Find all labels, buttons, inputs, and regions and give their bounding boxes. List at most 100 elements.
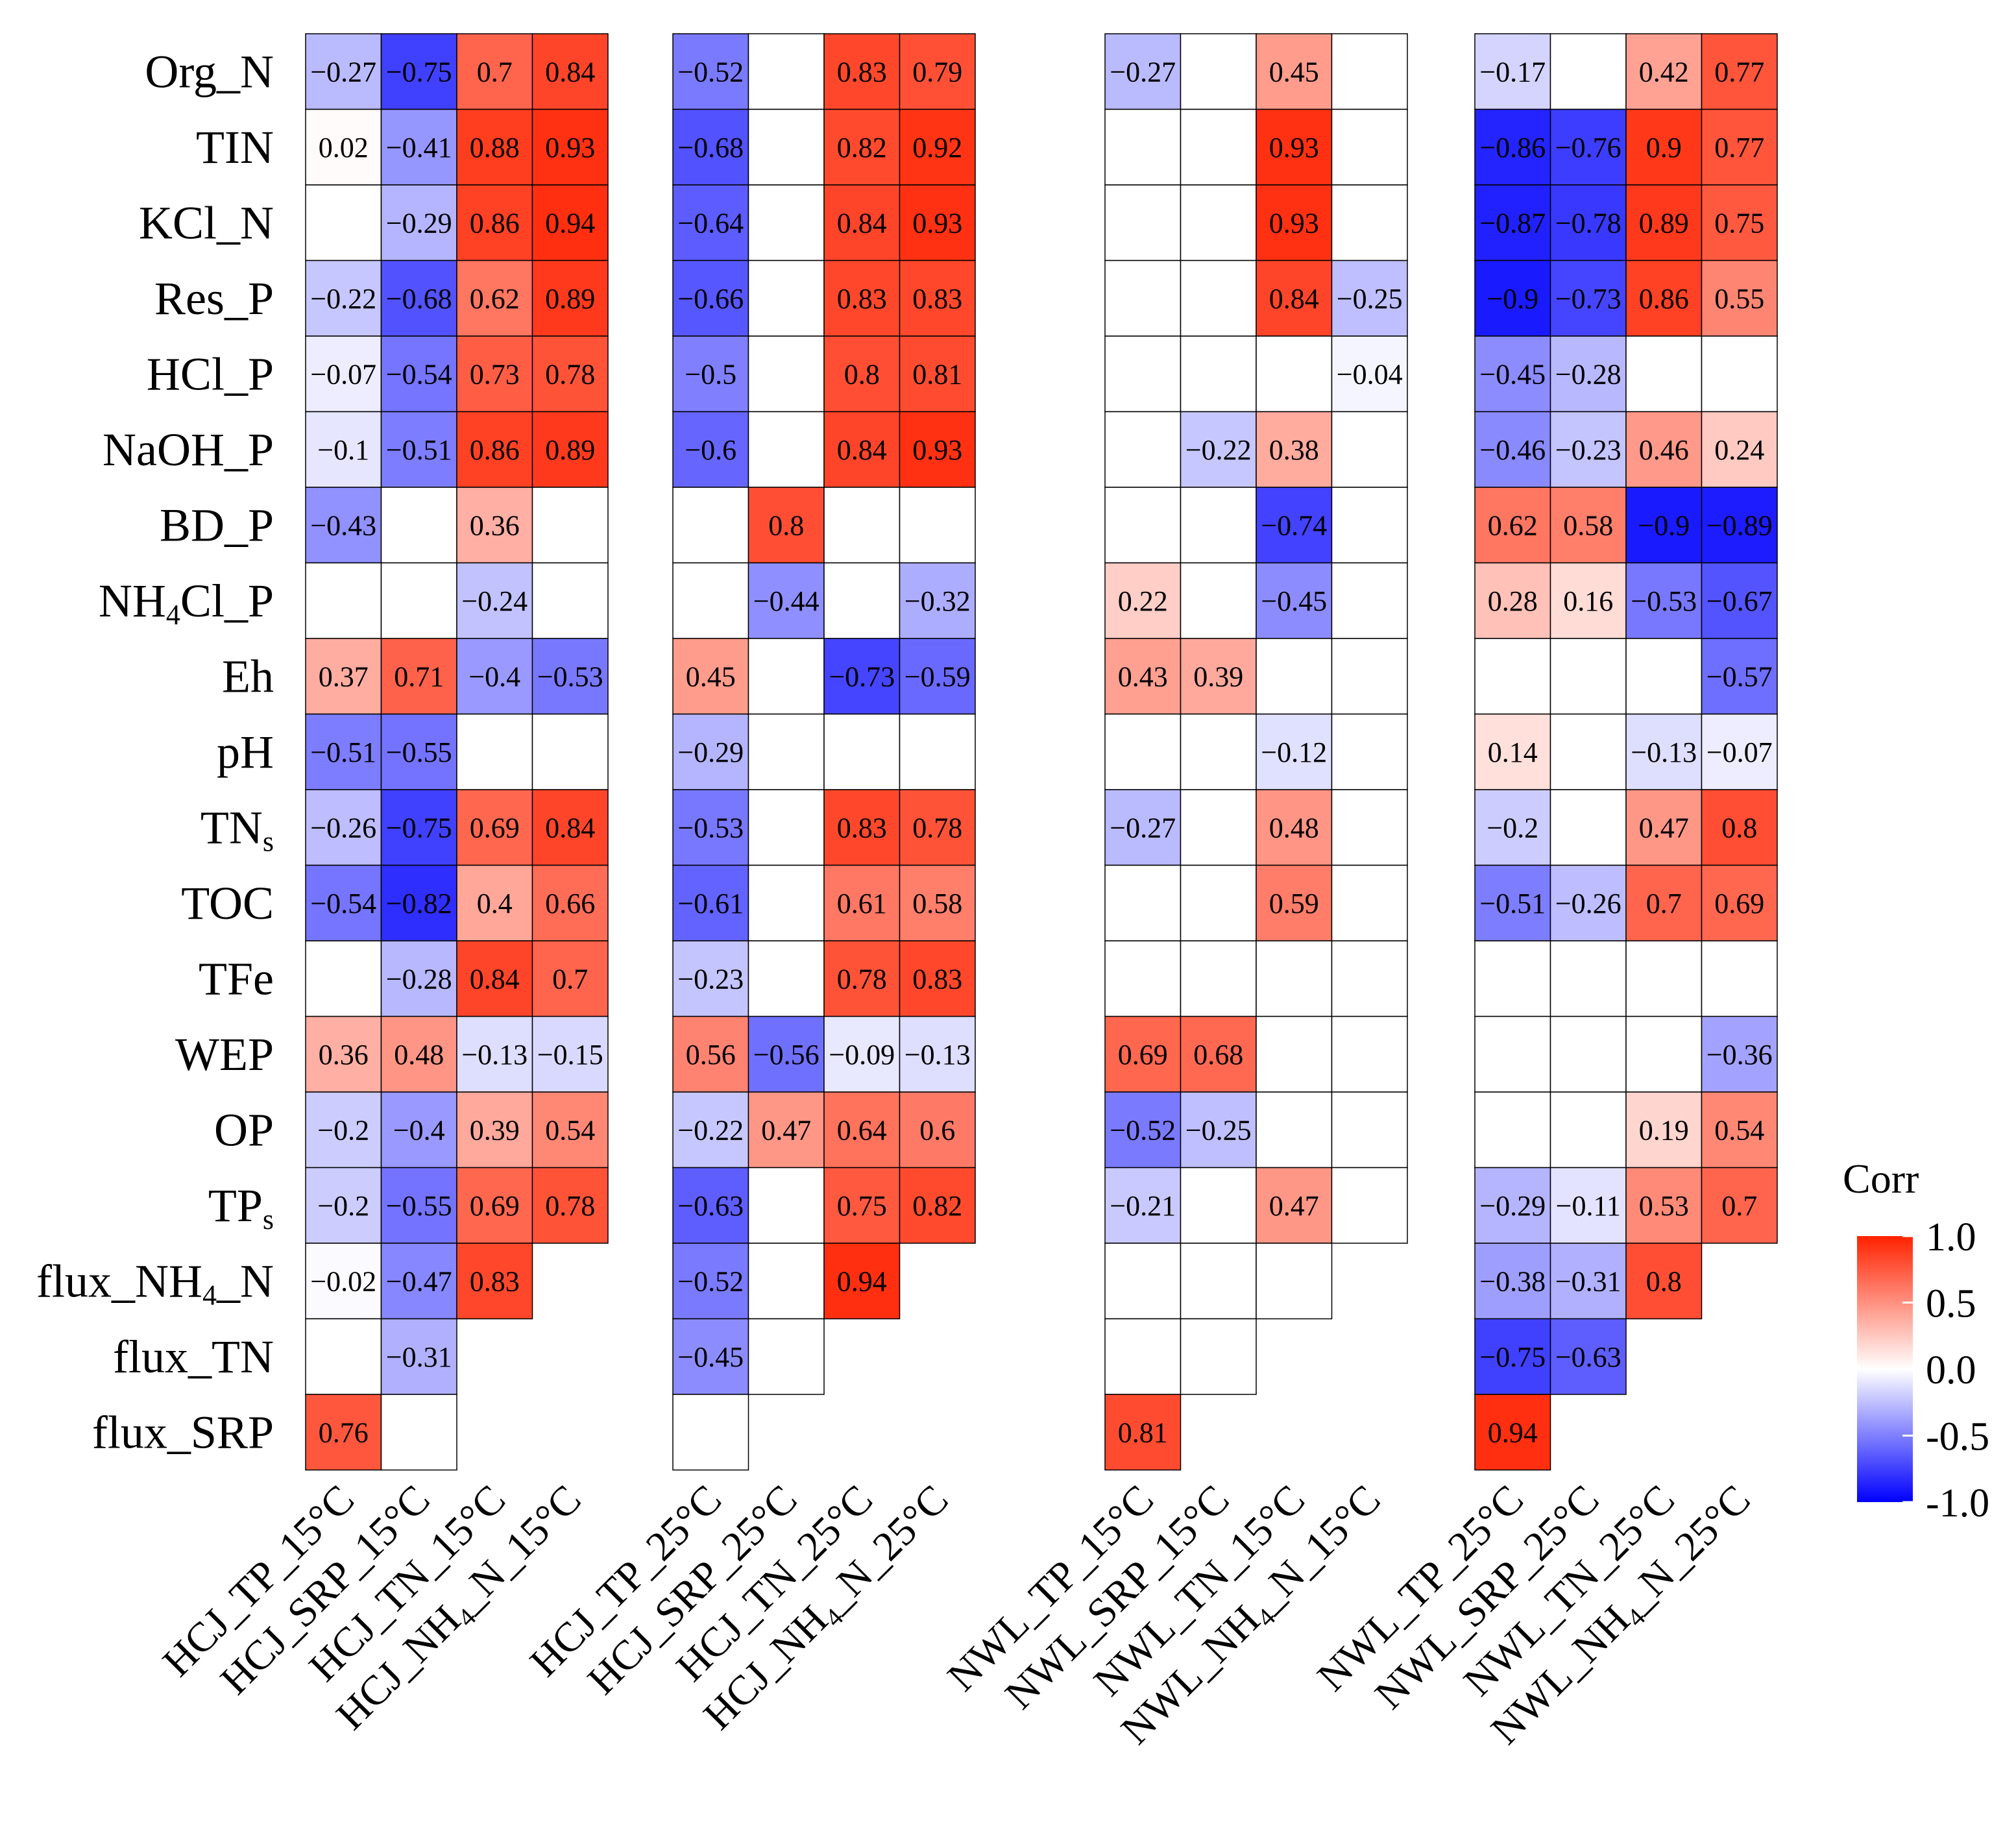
row-label: OP: [214, 1104, 274, 1156]
heatmap-cell: [531, 411, 609, 488]
cell-value-label: −0.64: [677, 207, 744, 239]
cell-value-label: 0.69: [1714, 888, 1764, 919]
heatmap-cell: [531, 562, 609, 639]
heatmap-cell: [1701, 713, 1778, 790]
heatmap-cell: [380, 335, 457, 413]
heatmap-cell: [672, 1015, 749, 1093]
heatmap-cell: [899, 33, 976, 110]
cell-value-label: 0.7: [477, 56, 513, 88]
cell-value-label: −0.23: [1555, 434, 1621, 466]
heatmap-cell: [1625, 184, 1703, 261]
color-legend: Corr 1.0 0.5 0.0 -0.5 -1.0: [1843, 1156, 1989, 1525]
heatmap-cell: [1331, 33, 1408, 110]
cell-value-label: −0.57: [1706, 661, 1773, 692]
heatmap-cell: [1331, 789, 1408, 866]
heatmap-cell: [456, 487, 533, 564]
cell-value-label: 0.81: [912, 358, 962, 390]
heatmap-cell: [1331, 562, 1408, 639]
heatmap-cell: [531, 713, 609, 790]
cell-value-label: 0.54: [1714, 1114, 1764, 1146]
cell-value-label: 0.39: [1193, 661, 1243, 692]
cell-value-label: −0.5: [685, 358, 736, 390]
heatmap-cell: [456, 713, 533, 790]
cell-value-label: 0.59: [1269, 888, 1319, 919]
cell-value-label: 0.69: [470, 812, 520, 844]
cell-value-label: 0.48: [1269, 812, 1319, 844]
heatmap-cell: [899, 260, 976, 337]
cell-value-label: 0.38: [1269, 434, 1319, 466]
cell-value-label: −0.59: [905, 661, 971, 692]
heatmap-cell: [823, 562, 901, 639]
row-label: NH4Cl_P: [99, 575, 274, 631]
cell-value-label: −0.25: [1337, 283, 1403, 315]
cell-value-label: −0.66: [677, 283, 744, 315]
heatmap-cell: [1549, 1015, 1627, 1093]
heatmap-cell: [1256, 713, 1333, 790]
cell-value-label: 0.76: [319, 1416, 369, 1448]
legend-tick-label: 0.0: [1926, 1348, 1976, 1392]
heatmap-cell: [1331, 864, 1408, 941]
heatmap-cell: [1180, 789, 1257, 866]
heatmap-cell: [531, 33, 609, 110]
cell-value-label: 0.86: [470, 434, 520, 466]
cell-value-label: −0.82: [386, 888, 452, 919]
row-label: flux_SRP: [92, 1406, 274, 1458]
heatmap-cell: [1331, 260, 1408, 337]
cell-value-label: −0.52: [1110, 1114, 1176, 1146]
heatmap-cell: [1180, 1318, 1257, 1395]
heatmap-cell: [1331, 1015, 1408, 1093]
heatmap-cell: [1331, 335, 1408, 413]
heatmap-cell: [823, 335, 901, 413]
cell-value-label: −0.1: [317, 434, 369, 466]
cell-value-label: −0.4: [393, 1114, 445, 1146]
cell-value-label: −0.28: [1555, 358, 1621, 390]
heatmap-cell: [1180, 335, 1257, 413]
heatmap-cell: [747, 638, 825, 715]
cell-value-label: 0.83: [912, 283, 962, 315]
heatmap-cell: [1104, 864, 1182, 941]
cell-value-label: −0.73: [1555, 283, 1621, 315]
cell-value-label: 0.86: [470, 207, 520, 239]
heatmap-cell: [1104, 713, 1182, 790]
heatmap-cell: [899, 411, 976, 488]
cell-value-label: 0.78: [545, 358, 595, 390]
heatmap-cell: [305, 1167, 382, 1244]
heatmap-cell: [899, 108, 976, 186]
heatmap-cell: [380, 108, 457, 186]
cell-value-label: −0.61: [677, 888, 744, 919]
heatmap-cell: [531, 789, 609, 866]
heatmap-cell: [456, 335, 533, 413]
heatmap-cell: [1474, 638, 1551, 715]
heatmap-cell: [531, 184, 609, 261]
heatmap-cell: [1104, 411, 1182, 488]
cell-value-label: −0.78: [1555, 207, 1621, 239]
cell-value-label: −0.76: [1555, 132, 1621, 164]
heatmap-cell: [380, 487, 457, 564]
heatmap-cell: [456, 411, 533, 488]
heatmap-cell: [531, 108, 609, 186]
cell-value-label: 0.73: [470, 358, 520, 390]
heatmap-cell: [305, 487, 382, 564]
cell-value-label: −0.44: [753, 585, 820, 617]
cell-value-label: −0.04: [1337, 358, 1403, 390]
heatmap-cell: [899, 864, 976, 941]
heatmap-cell: [1701, 638, 1778, 715]
cell-value-label: 0.69: [470, 1190, 520, 1222]
heatmap-cell: [1180, 33, 1257, 110]
heatmap-cell: [1256, 1015, 1333, 1093]
cell-value-label: −0.45: [1261, 585, 1327, 617]
heatmap-cell: [899, 184, 976, 261]
cell-value-label: 0.89: [545, 434, 595, 466]
cell-value-label: −0.75: [1479, 1341, 1546, 1373]
cell-value-label: 0.83: [912, 963, 962, 995]
cell-value-label: −0.46: [1479, 434, 1546, 466]
heatmap-cell: [747, 1015, 825, 1093]
heatmap-cell: [305, 864, 382, 941]
cell-value-label: −0.28: [386, 963, 452, 995]
heatmap-cell: [1331, 487, 1408, 564]
heatmap-cell: [305, 713, 382, 790]
heatmap-cell: [1701, 108, 1778, 186]
heatmap-cell: [1256, 108, 1333, 186]
heatmap-cell: [380, 713, 457, 790]
heatmap-cell: [1256, 1091, 1333, 1169]
